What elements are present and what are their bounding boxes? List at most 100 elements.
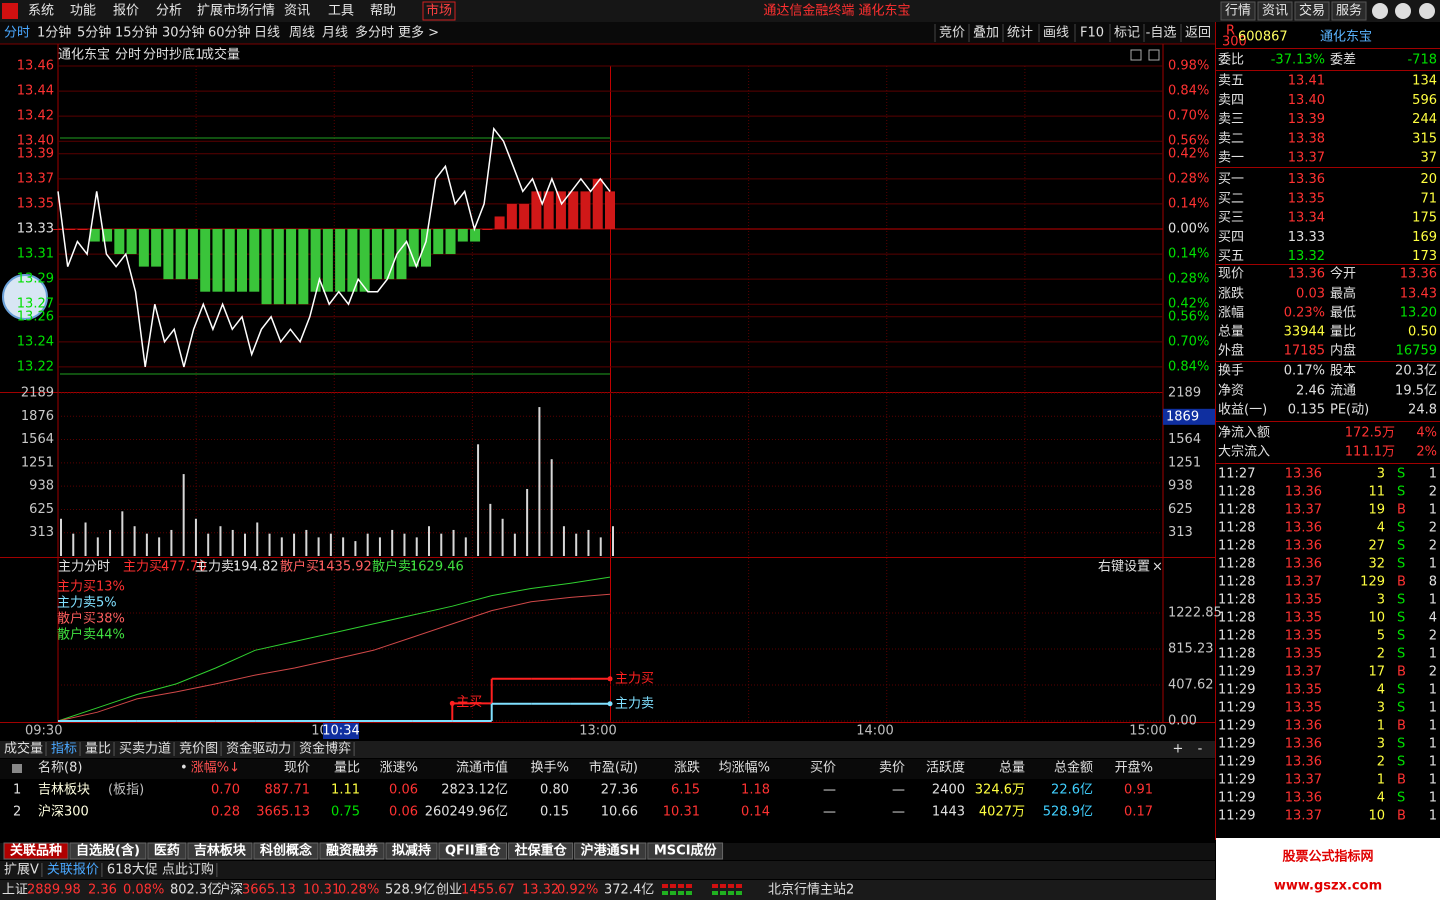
window-button[interactable]: [1372, 3, 1388, 19]
settings-button[interactable]: 右键设置: [1098, 560, 1150, 575]
close-button[interactable]: ×: [1152, 560, 1163, 575]
menu-item[interactable]: 帮助: [370, 4, 396, 19]
panel-icon[interactable]: [1148, 49, 1160, 61]
period-tab[interactable]: 周线: [289, 26, 315, 41]
menu-item[interactable]: 系统: [28, 4, 54, 19]
menu-item[interactable]: 功能: [70, 4, 96, 19]
period-tab[interactable]: 60分钟: [208, 25, 251, 41]
window-button[interactable]: [1419, 3, 1435, 19]
column-header[interactable]: 买价: [810, 761, 836, 776]
menu-button[interactable]: 资讯: [1262, 4, 1288, 19]
period-tab[interactable]: 多分时: [355, 25, 394, 41]
ext-link[interactable]: 扩展V: [4, 863, 39, 878]
sector-tab[interactable]: 关联品种: [10, 843, 62, 859]
indicator-tab[interactable]: 买卖力道: [119, 742, 171, 757]
sector-tab[interactable]: 吉林板块: [194, 843, 247, 859]
price-line: [57, 126, 611, 368]
column-header[interactable]: 活跃度: [926, 760, 965, 776]
market-tab[interactable]: 市场: [426, 3, 452, 19]
volume-bar: [415, 537, 418, 556]
column-header[interactable]: 换手%: [531, 761, 569, 776]
column-header[interactable]: 市盈(动): [589, 760, 638, 776]
column-header[interactable]: 涨跌: [674, 760, 700, 776]
indicator-tab[interactable]: 资金博弈: [299, 741, 351, 757]
window-title: 通达信金融终端 通化东宝: [763, 3, 910, 19]
y-tick-label: 815.23: [1168, 642, 1214, 657]
y-tick-label: 13.24: [17, 334, 54, 349]
menu-item[interactable]: 工具: [328, 4, 354, 19]
logo: [2, 3, 18, 19]
period-tab[interactable]: 30分钟: [162, 25, 205, 41]
indicator-tab[interactable]: 竞价图: [179, 741, 218, 757]
menu-button[interactable]: 交易: [1299, 3, 1325, 19]
column-header[interactable]: 现价: [284, 761, 310, 776]
trade-time: 11:29: [1218, 737, 1255, 752]
volume-bar: [182, 474, 185, 556]
trade-side: S: [1397, 737, 1405, 752]
sector-tab-bg: [508, 842, 574, 860]
column-header[interactable]: 量比: [334, 761, 360, 776]
period-tab[interactable]: 更多 >: [398, 25, 439, 41]
tool-button[interactable]: F10: [1080, 26, 1104, 41]
flow-bar: [408, 229, 419, 267]
tool-button[interactable]: 叠加: [973, 26, 999, 41]
sector-tab[interactable]: QFII重仓: [445, 843, 502, 859]
field-label: 最低: [1330, 306, 1356, 321]
column-header[interactable]: 卖价: [879, 761, 905, 776]
menu-item[interactable]: 报价: [113, 4, 139, 19]
indicator-tab[interactable]: 量比: [85, 742, 111, 757]
menu-item[interactable]: 分析: [156, 4, 182, 19]
menu-item[interactable]: 资讯: [284, 4, 310, 19]
cell: 22.6亿: [1051, 783, 1093, 798]
indicator-tab[interactable]: 指标: [51, 742, 77, 757]
ext-link[interactable]: 关联报价: [47, 863, 99, 878]
indicator-tab[interactable]: 成交量: [4, 741, 43, 757]
menu-button[interactable]: 行情: [1225, 4, 1251, 19]
column-header[interactable]: 涨速%: [380, 761, 418, 776]
menu-item[interactable]: 扩展市场行情: [197, 3, 275, 19]
tool-button[interactable]: 竞价: [939, 25, 965, 41]
trade-count: 2: [1429, 485, 1437, 500]
tool-button[interactable]: 画线: [1043, 26, 1069, 41]
assistant-icon[interactable]: [2, 274, 48, 320]
column-header[interactable]: 涨幅%↓: [191, 761, 240, 776]
panel-icon[interactable]: [1130, 49, 1142, 61]
column-header[interactable]: 开盘%: [1115, 760, 1153, 776]
period-tab[interactable]: 15分钟: [115, 25, 158, 41]
period-tab[interactable]: 日线: [254, 26, 280, 41]
flow-bar: [151, 229, 162, 267]
volume-bar: [550, 459, 553, 556]
panel-button[interactable]: +: [1173, 742, 1184, 757]
trade-price: 13.37: [1285, 773, 1322, 788]
column-header[interactable]: 均涨幅%: [719, 761, 770, 776]
sector-tab[interactable]: 医药: [154, 843, 180, 859]
column-header[interactable]: 流通市值: [456, 760, 508, 776]
period-tab[interactable]: 分时: [4, 26, 30, 41]
sector-tab[interactable]: 自选股(含): [76, 843, 140, 859]
tool-button[interactable]: 返回: [1185, 26, 1211, 41]
menu-button[interactable]: 服务: [1336, 3, 1362, 19]
row-name[interactable]: 吉林板块: [38, 783, 90, 798]
tool-button[interactable]: 标记: [1114, 26, 1140, 41]
sector-tab[interactable]: MSCI成份: [654, 843, 718, 859]
trade-price: 13.36: [1285, 755, 1322, 770]
window-button[interactable]: [1395, 3, 1411, 19]
sector-tab[interactable]: 社保重仓: [514, 843, 568, 859]
sector-tab[interactable]: 融资融券: [326, 843, 379, 859]
indicator-tab[interactable]: 资金驱动力: [226, 741, 291, 757]
sector-tab[interactable]: 科创概念: [260, 843, 312, 859]
tool-button[interactable]: 统计: [1007, 26, 1033, 41]
period-tab[interactable]: 5分钟: [77, 25, 111, 41]
row-name[interactable]: 沪深300: [38, 804, 89, 820]
column-header[interactable]: 总金额: [1054, 760, 1093, 776]
volume-bar: [305, 529, 308, 556]
tool-button[interactable]: -自选: [1146, 26, 1177, 41]
sector-tab[interactable]: 拟减持: [392, 843, 431, 859]
status-field: 0.28%: [338, 883, 379, 898]
period-tab[interactable]: 1分钟: [37, 25, 71, 41]
panel-button[interactable]: -: [1198, 742, 1203, 757]
ext-link[interactable]: 618大促 点此订购: [107, 862, 214, 878]
column-header[interactable]: 总量: [999, 761, 1025, 776]
sector-tab[interactable]: 沪港通SH: [581, 843, 640, 859]
period-tab[interactable]: 月线: [322, 26, 348, 41]
